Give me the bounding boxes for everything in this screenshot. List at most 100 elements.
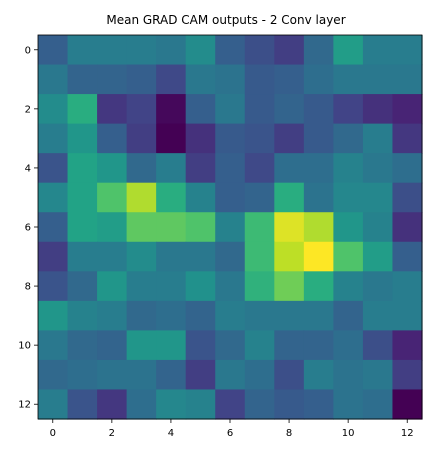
heatmap-cell-r0-c11 bbox=[362, 35, 394, 66]
heatmap-cell-r4-c12 bbox=[392, 153, 423, 184]
heatmap-cell-r4-c3 bbox=[126, 153, 157, 184]
heatmap-cell-r6-c7 bbox=[244, 212, 275, 243]
heatmap-cell-r7-c3 bbox=[126, 241, 157, 272]
heatmap-cell-r1-c2 bbox=[97, 64, 128, 95]
heatmap-cell-r5-c7 bbox=[244, 182, 275, 213]
heatmap-cell-r7-c4 bbox=[156, 241, 187, 272]
x-tick-label: 2 bbox=[109, 428, 115, 439]
heatmap-cell-r5-c12 bbox=[392, 182, 423, 213]
heatmap-cell-r9-c12 bbox=[392, 300, 423, 331]
heatmap-cell-r3-c0 bbox=[38, 123, 69, 154]
heatmap-cell-r5-c10 bbox=[333, 182, 364, 213]
heatmap-cell-r12-c3 bbox=[126, 389, 157, 420]
heatmap-cell-r6-c10 bbox=[333, 212, 364, 243]
heatmap-cell-r1-c4 bbox=[156, 64, 187, 95]
heatmap-cell-r12-c2 bbox=[97, 389, 128, 420]
heatmap-cell-r1-c12 bbox=[392, 64, 423, 95]
heatmap-cell-r8-c2 bbox=[97, 271, 128, 302]
heatmap-cell-r10-c3 bbox=[126, 330, 157, 361]
heatmap-cell-r11-c1 bbox=[67, 359, 98, 391]
heatmap-cell-r12-c12 bbox=[392, 389, 423, 420]
heatmap-cell-r10-c10 bbox=[333, 330, 364, 361]
heatmap-cell-r4-c10 bbox=[333, 153, 364, 184]
heatmap-cell-r11-c0 bbox=[38, 359, 69, 391]
y-tick-label: 10 bbox=[18, 341, 31, 352]
heatmap-cell-r1-c0 bbox=[38, 64, 69, 95]
heatmap-cell-r9-c8 bbox=[274, 300, 305, 331]
heatmap-cell-r5-c5 bbox=[185, 182, 216, 213]
heatmap-cell-r10-c9 bbox=[303, 330, 334, 361]
heatmap-cell-r3-c3 bbox=[126, 123, 157, 154]
heatmap-cell-r10-c4 bbox=[156, 330, 187, 361]
y-axis: 0 2 4 6 8 10 12 bbox=[18, 45, 38, 411]
heatmap-cell-r4-c6 bbox=[215, 153, 246, 184]
y-tick-label: 4 bbox=[25, 163, 31, 174]
heatmap-cell-r4-c0 bbox=[38, 153, 69, 184]
heatmap-cell-r11-c4 bbox=[156, 359, 187, 391]
heatmap-cell-r2-c7 bbox=[244, 94, 275, 125]
heatmap-cell-r2-c10 bbox=[333, 94, 364, 125]
heatmap-cell-r11-c2 bbox=[97, 359, 128, 391]
heatmap-cell-r3-c11 bbox=[362, 123, 394, 154]
heatmap-cell-r8-c10 bbox=[333, 271, 364, 302]
heatmap-cell-r11-c8 bbox=[274, 359, 305, 391]
heatmap-cell-r11-c5 bbox=[185, 359, 216, 391]
heatmap-cell-r0-c2 bbox=[97, 35, 128, 66]
heatmap-cell-r9-c6 bbox=[215, 300, 246, 331]
heatmap-cell-r1-c8 bbox=[274, 64, 305, 95]
heatmap-cell-r3-c2 bbox=[97, 123, 128, 154]
heatmap-cell-r5-c3 bbox=[126, 182, 157, 213]
heatmap-cell-r2-c3 bbox=[126, 94, 157, 125]
heatmap-cell-r6-c5 bbox=[185, 212, 216, 243]
heatmap-cell-r2-c2 bbox=[97, 94, 128, 125]
heatmap-cell-r8-c6 bbox=[215, 271, 246, 302]
heatmap-cell-r1-c6 bbox=[215, 64, 246, 95]
x-tick-label: 0 bbox=[50, 428, 56, 439]
heatmap-cell-r5-c6 bbox=[215, 182, 246, 213]
heatmap-cell-r5-c1 bbox=[67, 182, 98, 213]
x-axis: 0 2 4 6 8 10 12 bbox=[50, 419, 414, 439]
heatmap-cell-r11-c12 bbox=[392, 359, 423, 391]
heatmap-cell-r1-c1 bbox=[67, 64, 98, 95]
heatmap-cell-r3-c9 bbox=[303, 123, 334, 154]
heatmap-cell-r9-c2 bbox=[97, 300, 128, 331]
heatmap-cell-r5-c2 bbox=[97, 182, 128, 213]
heatmap-cell-r11-c3 bbox=[126, 359, 157, 391]
heatmap-cell-r2-c9 bbox=[303, 94, 334, 125]
heatmap-cell-r3-c7 bbox=[244, 123, 275, 154]
heatmap-cell-r2-c12 bbox=[392, 94, 423, 125]
heatmap-cell-r6-c6 bbox=[215, 212, 246, 243]
heatmap-cell-r12-c6 bbox=[215, 389, 246, 420]
y-tick-label: 0 bbox=[25, 45, 31, 56]
heatmap-cell-r8-c1 bbox=[67, 271, 98, 302]
heatmap-cell-r6-c8 bbox=[274, 212, 305, 243]
heatmap-cell-r11-c10 bbox=[333, 359, 364, 391]
heatmap-cell-r12-c7 bbox=[244, 389, 275, 420]
heatmap-cell-r12-c11 bbox=[362, 389, 394, 420]
heatmap-cell-r4-c1 bbox=[67, 153, 98, 184]
heatmap-cell-r10-c0 bbox=[38, 330, 69, 361]
heatmap-cell-r7-c1 bbox=[67, 241, 98, 272]
heatmap-cell-r1-c7 bbox=[244, 64, 275, 95]
heatmap-cell-r6-c11 bbox=[362, 212, 394, 243]
heatmap-cell-r0-c0 bbox=[38, 35, 69, 66]
heatmap-cell-r10-c7 bbox=[244, 330, 275, 361]
heatmap-cell-r7-c5 bbox=[185, 241, 216, 272]
heatmap-cell-r8-c7 bbox=[244, 271, 275, 302]
heatmap-cell-r2-c1 bbox=[67, 94, 98, 125]
heatmap-cell-r9-c9 bbox=[303, 300, 334, 331]
heatmap-cell-r8-c9 bbox=[303, 271, 334, 302]
heatmap-cell-r9-c7 bbox=[244, 300, 275, 331]
heatmap-cell-r6-c12 bbox=[392, 212, 423, 243]
heatmap-cell-r0-c7 bbox=[244, 35, 275, 66]
heatmap-cell-r7-c12 bbox=[392, 241, 423, 272]
heatmap-cell-r2-c4 bbox=[156, 94, 187, 125]
heatmap-cell-r7-c8 bbox=[274, 241, 305, 272]
chart-title: Mean GRAD CAM outputs - 2 Conv layer bbox=[106, 13, 345, 27]
heatmap-cell-r0-c8 bbox=[274, 35, 305, 66]
heatmap-cell-r7-c0 bbox=[38, 241, 69, 272]
heatmap-cell-r3-c12 bbox=[392, 123, 423, 154]
heatmap-cell-r7-c9 bbox=[303, 241, 334, 272]
heatmap-cell-r1-c10 bbox=[333, 64, 364, 95]
